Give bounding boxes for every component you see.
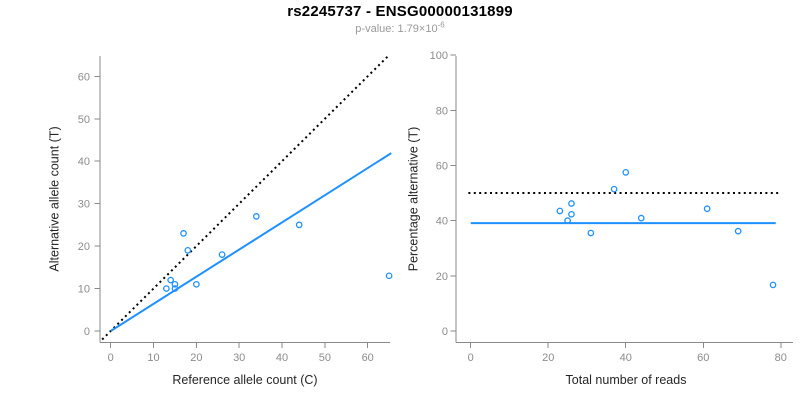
x-tick-label: 40	[276, 352, 288, 364]
x-tick-label: 60	[362, 352, 374, 364]
x-axis-title: Total number of reads	[566, 373, 687, 387]
data-point	[218, 251, 226, 258]
y-axis-title: Percentage alternative (T)	[406, 127, 420, 272]
x-tick-label: 0	[108, 352, 114, 364]
y-tick-label: 60	[436, 160, 448, 172]
data-point	[637, 214, 645, 222]
y-tick-label: 40	[78, 156, 90, 168]
p-value-value: 1.79×10	[397, 23, 438, 35]
data-point	[184, 246, 192, 254]
y-axis-title: Alternative allele count (T)	[47, 126, 61, 271]
x-tick-label: 50	[319, 352, 331, 364]
y-tick-label: 50	[78, 114, 90, 126]
figure-subtitle: p-value: 1.79×10-6	[0, 20, 800, 35]
data-point	[252, 213, 260, 220]
panel-allele-counts: 0 10 20 30 40 50 60 0 10 20 30 40 50 60 Reference alle…	[47, 55, 393, 387]
x-tick-label: 40	[620, 352, 632, 364]
y-tick-label: 60	[78, 71, 90, 83]
data-point	[568, 200, 575, 207]
y-tick-label: 20	[436, 271, 448, 283]
p-value-exponent: -6	[437, 20, 445, 30]
y-tick-label: 0	[84, 326, 90, 338]
x-tick-label: 10	[147, 352, 159, 364]
data-point	[769, 281, 777, 289]
x-tick-label: 0	[468, 352, 474, 364]
data-point	[295, 221, 303, 229]
data-point	[180, 230, 187, 237]
x-tick-label: 20	[190, 352, 202, 364]
y-tick-label: 100	[430, 50, 448, 62]
y-tick-label: 40	[436, 216, 448, 228]
panel-percentage-alternative: 0 20 40 60 80 0 20 40 60 80 100 Total number of rea…	[406, 50, 793, 387]
figure-title: rs2245737 - ENSG00000131899	[287, 3, 513, 20]
y-tick-label: 30	[78, 199, 90, 211]
data-point	[167, 276, 175, 284]
data-point	[568, 210, 575, 218]
data-point	[163, 285, 170, 292]
x-axis-title: Reference allele count (C)	[172, 373, 317, 387]
data-point	[622, 169, 630, 176]
figure-header: rs2245737 - ENSG00000131899 p-value: 1.7…	[0, 3, 800, 35]
x-tick-label: 80	[775, 352, 787, 364]
data-point	[385, 272, 393, 280]
p-value-label: p-value:	[355, 23, 395, 35]
data-point	[587, 229, 595, 237]
fit-line	[110, 152, 392, 332]
x-tick-label: 30	[233, 352, 245, 364]
data-point	[734, 227, 742, 235]
data-point	[610, 185, 618, 193]
y-tick-label: 0	[442, 326, 448, 338]
y-tick-label: 10	[78, 284, 90, 296]
x-tick-label: 60	[697, 352, 709, 364]
data-point	[171, 285, 179, 292]
x-tick-label: 20	[542, 352, 554, 364]
data-point	[193, 280, 200, 288]
y-tick-label: 80	[436, 105, 448, 117]
y-tick-label: 20	[78, 241, 90, 253]
data-point	[171, 280, 179, 288]
data-point	[703, 205, 711, 213]
identity-line	[101, 55, 389, 341]
data-point	[564, 217, 571, 224]
data-point	[556, 207, 564, 215]
